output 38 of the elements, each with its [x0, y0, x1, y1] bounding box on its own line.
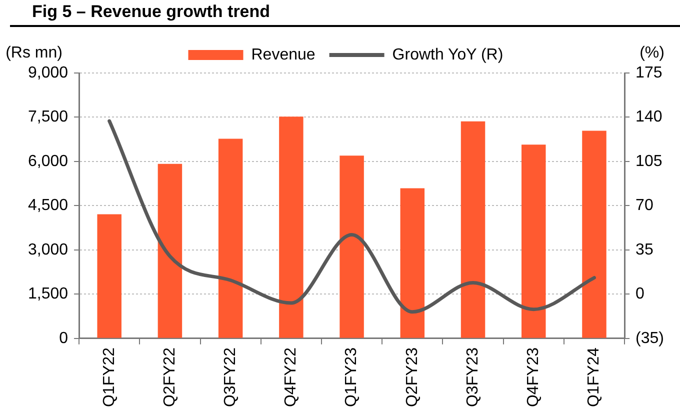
y2-tick-label: 70	[636, 197, 654, 214]
bar	[582, 130, 606, 338]
chart-title: Fig 5 – Revenue growth trend	[10, 0, 680, 27]
y-tick-label: 1,500	[28, 286, 68, 303]
bar	[460, 121, 486, 338]
y2-tick-label: 0	[636, 286, 645, 303]
y-axis-title: (Rs mn)	[6, 44, 62, 62]
y-tick-label: 7,500	[28, 108, 68, 126]
bar	[218, 138, 243, 338]
y-tick-label: 0	[59, 330, 68, 347]
y-tick-label: 3,000	[28, 241, 68, 258]
x-tick-label: Q1FY24	[586, 347, 603, 408]
bar	[97, 214, 122, 338]
legend-label: Revenue	[251, 46, 316, 64]
x-tick-label: Q3FY23	[464, 347, 482, 408]
x-tick-label: Q4FY23	[525, 347, 542, 408]
bar	[400, 188, 425, 338]
x-tick-label: Q2FY22	[161, 347, 178, 408]
y-tick-label: 9,000	[28, 64, 68, 82]
legend-label: Growth YoY (R)	[392, 46, 504, 64]
y2-tick-label: 35	[636, 241, 654, 258]
bar	[279, 116, 304, 338]
y-tick-label: 6,000	[28, 152, 68, 170]
bar	[158, 164, 182, 338]
bar	[522, 144, 546, 338]
x-tick-label: Q2FY23	[404, 347, 421, 408]
y2-tick-label: 105	[636, 152, 662, 170]
x-tick-label: Q1FY22	[100, 347, 118, 408]
y2-tick-label: 175	[636, 64, 662, 82]
y2-tick-label: (35)	[636, 330, 664, 347]
line-series	[108, 119, 596, 314]
bar	[340, 156, 364, 338]
x-tick-label: Q3FY22	[222, 347, 239, 408]
y-tick-label: 4,500	[28, 197, 68, 214]
x-tick-label: Q4FY22	[282, 347, 300, 408]
y2-axis-title: (%)	[640, 44, 664, 62]
x-tick-label: Q1FY23	[343, 347, 360, 408]
y2-tick-label: 140	[636, 108, 662, 126]
